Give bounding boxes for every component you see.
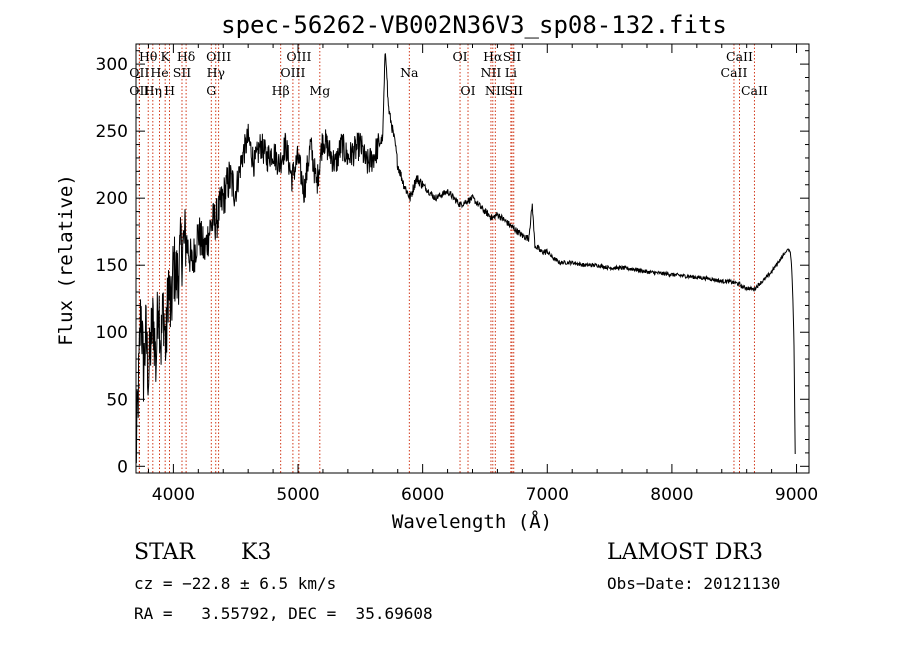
- emission-line-label: CaII: [726, 49, 753, 64]
- emission-line-label: K: [160, 49, 170, 64]
- emission-line-label: SII: [505, 83, 524, 98]
- emission-line-label: OIII: [286, 49, 311, 64]
- y-tick-label: 50: [106, 390, 128, 410]
- x-tick-label: 8000: [650, 485, 693, 505]
- y-tick-label: 300: [96, 55, 128, 75]
- object-class: STAR: [134, 540, 196, 565]
- emission-line-label: Hα: [483, 49, 503, 64]
- emission-line-label: OIII: [206, 49, 231, 64]
- emission-line-label: OIII: [280, 65, 305, 80]
- emission-line-label: H: [164, 83, 175, 98]
- emission-line-label: CaII: [721, 65, 748, 80]
- emission-line-label: NII: [481, 65, 502, 80]
- chart-title: spec-56262-VB002N36V3_sp08-132.fits: [221, 11, 727, 39]
- emission-line-label: Na: [400, 65, 419, 80]
- emission-line-label: SII: [173, 65, 192, 80]
- x-axis-ticks: 4000 5000 6000 7000 8000 9000: [147, 44, 818, 505]
- emission-line-label: Hβ: [272, 83, 290, 98]
- object-subclass: K3: [241, 540, 271, 565]
- emission-line-label: Li: [505, 65, 517, 80]
- observation-date: Obs−Date: 20121130: [607, 574, 780, 593]
- emission-line-label: Hη: [144, 83, 162, 98]
- emission-line-label: Mg: [309, 83, 330, 98]
- x-tick-label: 4000: [152, 485, 195, 505]
- emission-line-markers: [138, 44, 755, 473]
- y-tick-label: 0: [117, 457, 128, 477]
- emission-line-label: SII: [503, 49, 522, 64]
- emission-line-label: Hγ: [207, 65, 225, 80]
- x-tick-label: 6000: [401, 485, 444, 505]
- emission-line-label: G: [206, 83, 216, 98]
- y-tick-label: 100: [96, 323, 128, 343]
- emission-line-label: Hθ: [139, 49, 157, 64]
- y-tick-label: 150: [96, 256, 128, 276]
- y-tick-label: 250: [96, 122, 128, 142]
- y-axis-label: Flux (relative): [55, 174, 77, 346]
- y-tick-label: 200: [96, 189, 128, 209]
- emission-line-label: OII: [129, 65, 149, 80]
- x-tick-label: 9000: [775, 485, 818, 505]
- survey-name: LAMOST DR3: [607, 540, 763, 565]
- redshift-cz: cz = −22.8 ± 6.5 km/s: [134, 574, 336, 593]
- emission-line-label: He: [150, 65, 168, 80]
- plot-frame: [135, 43, 810, 474]
- x-tick-label: 7000: [526, 485, 569, 505]
- emission-line-label: NII: [485, 83, 506, 98]
- y-axis-ticks: 0 50 100 150 200 250 300: [96, 50, 809, 477]
- emission-line-label: OI: [452, 49, 467, 64]
- x-tick-label: 5000: [276, 485, 319, 505]
- x-axis-label: Wavelength (Å): [392, 510, 552, 533]
- emission-line-label: OI: [460, 83, 475, 98]
- spectrum-series-line: [135, 53, 796, 464]
- emission-line-label: CaII: [741, 83, 768, 98]
- ra-dec-coordinates: RA = 3.55792, DEC = 35.69608: [134, 604, 433, 623]
- emission-line-label: Hδ: [177, 49, 195, 64]
